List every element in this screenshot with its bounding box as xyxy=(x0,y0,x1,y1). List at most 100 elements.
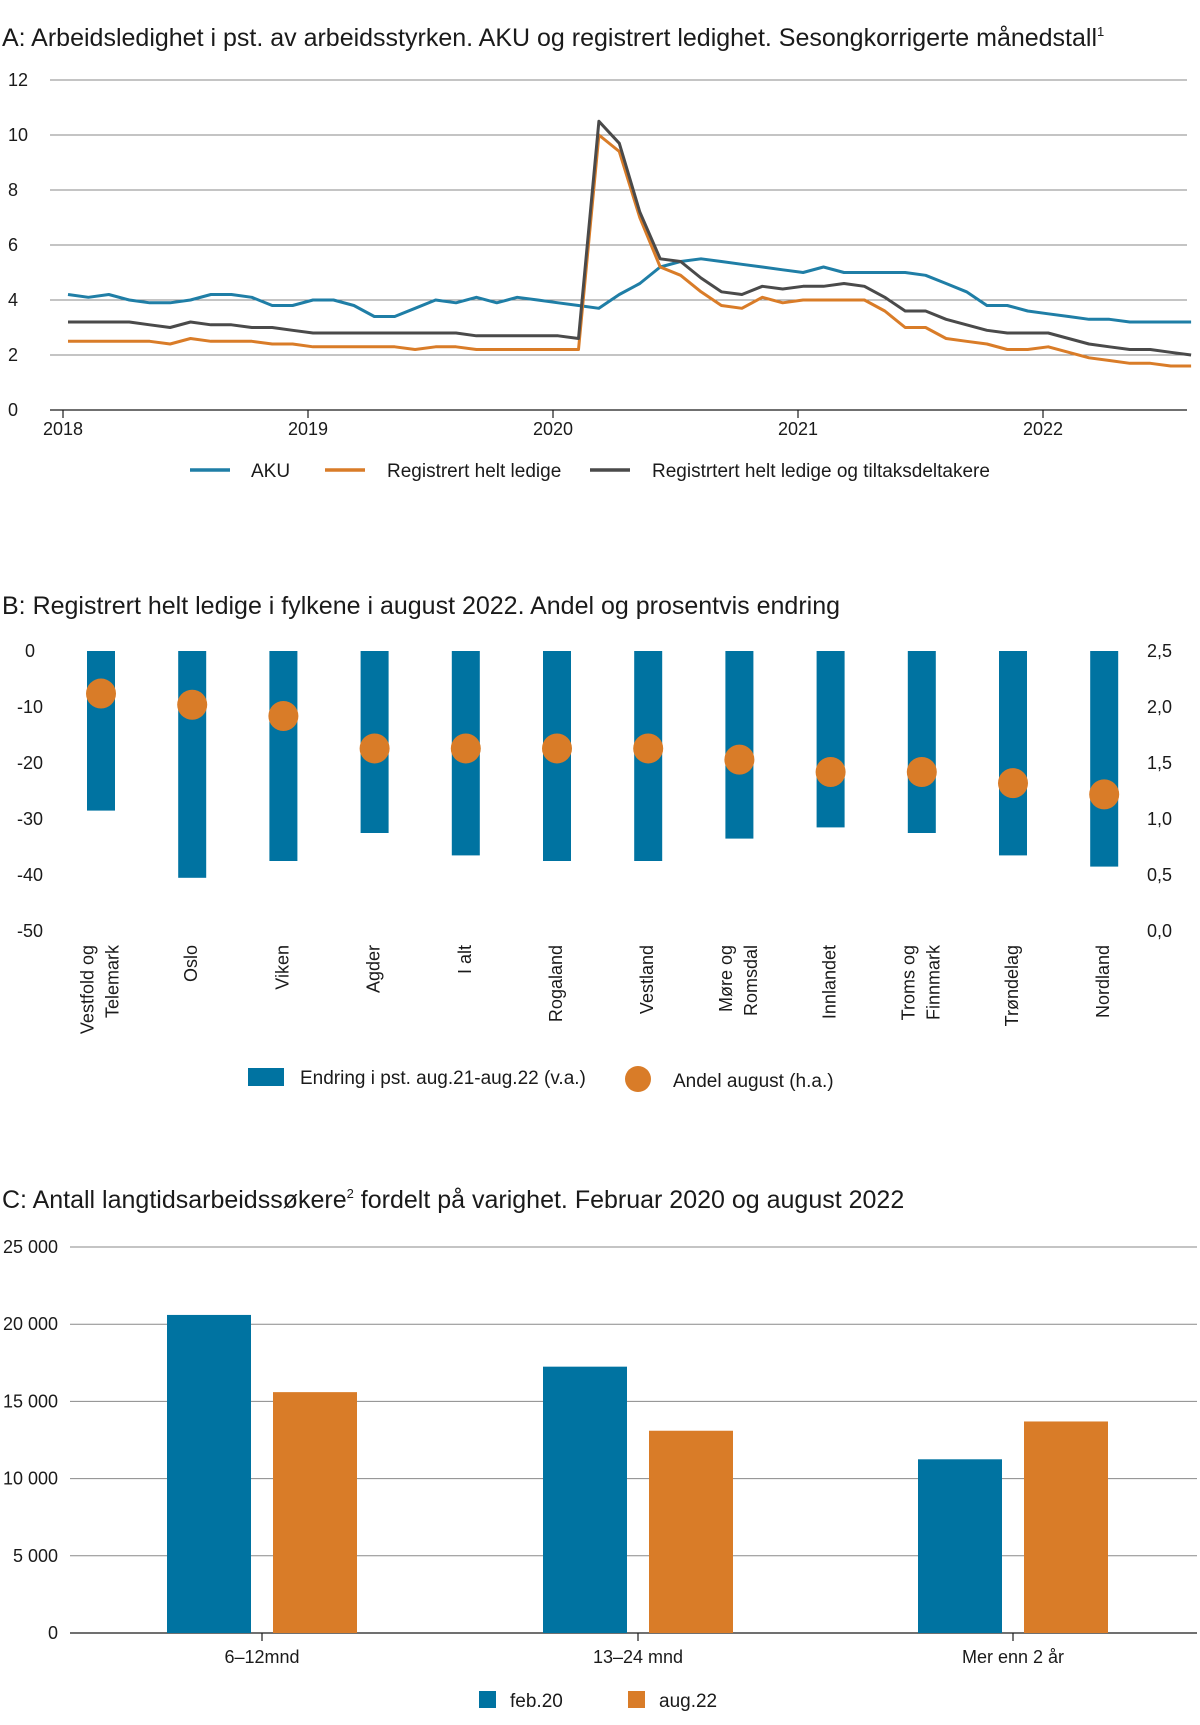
panel-c-legend-swatch xyxy=(628,1691,645,1708)
panel-b-title: B: Registrert helt ledige i fylkene i au… xyxy=(2,592,840,620)
panel-b-category-label: Møre og Romsdal xyxy=(716,945,761,1016)
panel-b-category-label: Vestfold og Telemark xyxy=(78,944,123,1034)
panel-c-legend-label: feb.20 xyxy=(510,1691,563,1712)
panel-a-legend-label: Registrert helt ledige xyxy=(387,461,561,482)
panel-c: C: Antall langtidsarbeidssøkere2 fordelt… xyxy=(2,1186,1197,1712)
panel-b-ytick-left: -40 xyxy=(17,865,43,885)
panel-b-category-label: Troms og Finnmark xyxy=(898,944,943,1020)
panel-a-title: A: Arbeidsledighet i pst. av arbeidsstyr… xyxy=(2,24,1104,52)
panel-a-series-line-0 xyxy=(67,257,1192,324)
panel-b-dot xyxy=(450,733,481,764)
panel-b-category-labels: Vestfold og Telemark Oslo Viken Agder I alt Ro… xyxy=(78,944,1114,1034)
panel-b-category-label: Nordland xyxy=(1093,945,1113,1018)
panel-b-dot xyxy=(542,733,572,764)
panel-b-dot xyxy=(359,733,390,764)
panel-c-legend-swatch xyxy=(479,1691,496,1708)
panel-b-dot xyxy=(1089,779,1120,810)
panel-b-category-line: Trøndelag xyxy=(1002,945,1022,1026)
panel-a-xtick-label: 2021 xyxy=(778,419,818,439)
panel-c-ytick: 15 000 xyxy=(3,1391,58,1411)
panel-b-dot xyxy=(724,744,755,775)
panel-a-series-line-2 xyxy=(68,119,1192,357)
panel-c-bars xyxy=(167,1314,1108,1633)
panel-a-xtick-label: 2019 xyxy=(288,419,328,439)
panel-b-category-label: I alt xyxy=(455,945,475,974)
panel-b-category-line: Troms og xyxy=(898,945,918,1020)
panel-c-bar-feb.20 xyxy=(543,1366,627,1633)
panel-a-legend: AKU Registrert helt ledige Registrtert hel… xyxy=(190,461,990,482)
panel-c-grid: 0 5 000 10 000 15 000 20 000 25 000 xyxy=(3,1237,1197,1643)
panel-c-ytick: 10 000 xyxy=(3,1469,58,1489)
panel-b-bar xyxy=(87,651,115,811)
panel-c-bar-aug.22 xyxy=(1024,1421,1108,1633)
panel-a-series-line-1 xyxy=(68,133,1192,368)
panel-a-ytick: 10 xyxy=(8,125,28,145)
panel-a-ytick: 8 xyxy=(8,180,18,200)
panel-b-category-line: Viken xyxy=(272,945,292,990)
panel-a-grid: 0 2 4 6 8 10 12 2018 2019 2020 2021 2022 xyxy=(8,70,1187,439)
panel-a-ytick: 2 xyxy=(8,345,18,365)
panel-b-category-line: Nordland xyxy=(1093,945,1113,1018)
panel-b-ytick-left: -20 xyxy=(17,753,43,773)
panel-b-category-line: Vestfold og xyxy=(78,945,98,1034)
panel-b-category-line: Rogaland xyxy=(546,945,566,1022)
panel-b-legend-label-dot: Andel august (h.a.) xyxy=(673,1071,834,1092)
panel-b-category-line: Romsdal xyxy=(741,945,761,1016)
panel-c-ytick: 25 000 xyxy=(3,1237,58,1257)
panel-c-bar-aug.22 xyxy=(649,1430,733,1633)
panel-c-bar-feb.20 xyxy=(167,1314,251,1633)
panel-b-category-line: Møre og xyxy=(716,945,736,1012)
panel-b-category-line: Vestland xyxy=(637,945,657,1014)
panel-b-category-label: Oslo xyxy=(181,945,201,982)
panel-c-title-post: fordelt på varighet. Februar 2020 og aug… xyxy=(354,1186,904,1214)
panel-a-legend-label: AKU xyxy=(251,461,290,482)
panel-b-dots xyxy=(86,678,1120,810)
panel-b-legend-swatch-bar xyxy=(248,1068,284,1086)
panel-b-ytick-right: 1,5 xyxy=(1147,753,1172,773)
panel-b-bar xyxy=(816,651,845,828)
panel-a-xtick-label: 2018 xyxy=(43,419,83,439)
panel-c-category-labels: 6–12mnd 13–24 mnd Mer enn 2 år xyxy=(224,1647,1064,1667)
panel-b-bar xyxy=(907,651,936,833)
panel-a-ytick: 6 xyxy=(8,235,18,255)
panel-b-dot xyxy=(177,689,208,720)
panel-b-dot xyxy=(268,700,299,731)
panel-a-legend-label: Registrtert helt ledige og tiltaksdeltak… xyxy=(652,461,990,482)
panel-b-ytick-left: -30 xyxy=(17,809,43,829)
panel-c-title: C: Antall langtidsarbeidssøkere2 fordelt… xyxy=(2,1186,904,1214)
panel-b-ytick-left: -50 xyxy=(17,921,43,941)
panel-b-ytick-right: 0,5 xyxy=(1147,865,1172,885)
panel-c-category-label: Mer enn 2 år xyxy=(962,1647,1064,1667)
panel-b-bars xyxy=(87,651,1119,878)
panel-c-legend: feb.20 aug.22 xyxy=(479,1691,717,1712)
panel-b-bar xyxy=(178,651,207,878)
panel-c-ytick: 20 000 xyxy=(3,1314,58,1334)
panel-b-legend: Endring i pst. aug.21-aug.22 (v.a.) Andel… xyxy=(248,1066,834,1092)
panel-a-xtick-label: 2020 xyxy=(533,419,573,439)
panel-b-category-line: Telemark xyxy=(103,944,123,1018)
panel-c-title-sup: 2 xyxy=(347,1186,354,1201)
panel-b: B: Registrert helt ledige i fylkene i au… xyxy=(2,592,1172,1092)
panel-c-ytick: 0 xyxy=(48,1623,58,1643)
panel-b-ytick-left: 0 xyxy=(25,641,35,661)
panel-b-ytick-right: 2,5 xyxy=(1147,641,1172,661)
panel-b-bar xyxy=(269,651,298,861)
panel-b-category-label: Vestland xyxy=(637,945,657,1014)
panel-a-title-text: A: Arbeidsledighet i pst. av arbeidsstyr… xyxy=(2,24,1097,52)
panel-b-category-line: Innlandet xyxy=(820,945,840,1019)
panel-c-bar-feb.20 xyxy=(918,1459,1002,1633)
panel-c-ytick: 5 000 xyxy=(13,1546,58,1566)
panel-b-category-line: Finnmark xyxy=(923,944,943,1020)
panel-c-category-label: 13–24 mnd xyxy=(593,1647,683,1667)
panel-b-category-label: Rogaland xyxy=(546,945,566,1022)
panel-c-legend-label: aug.22 xyxy=(659,1691,717,1712)
panel-b-ytick-right: 0,0 xyxy=(1147,921,1172,941)
panel-a-ytick: 12 xyxy=(8,70,28,90)
panel-b-category-label: Viken xyxy=(272,945,292,990)
panel-a-ytick: 0 xyxy=(8,400,18,420)
panel-b-dot xyxy=(998,768,1028,799)
panel-b-bar xyxy=(1090,651,1119,867)
panel-b-category-line: Agder xyxy=(364,945,384,993)
